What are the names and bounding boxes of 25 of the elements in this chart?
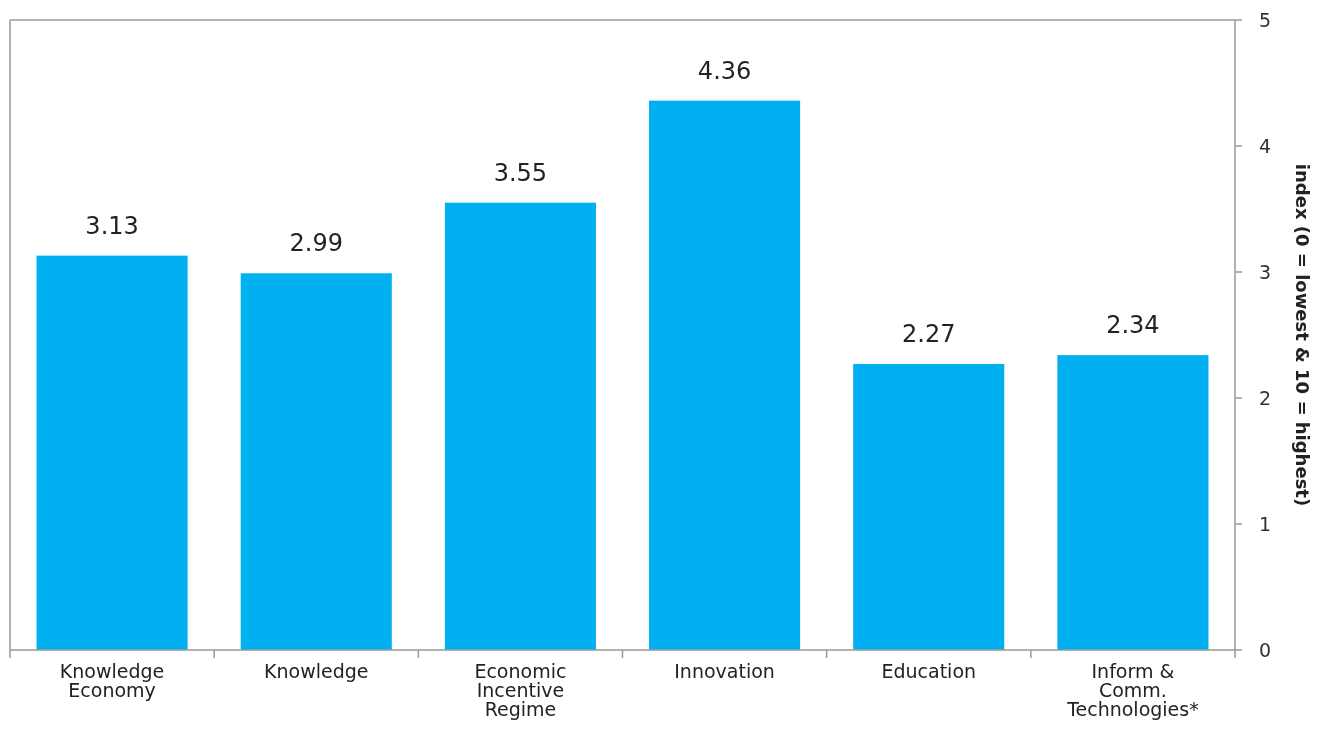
y-tick-label: 1 xyxy=(1259,512,1272,535)
bar xyxy=(240,273,392,650)
y-tick-label: 4 xyxy=(1259,134,1272,157)
y-axis-title: index (0 = lowest & 10 = highest) xyxy=(1292,163,1313,507)
bar xyxy=(36,255,188,650)
data-label: 3.55 xyxy=(493,158,548,187)
bar xyxy=(1057,355,1209,650)
data-label: 2.99 xyxy=(289,229,343,258)
x-tick-label: Knowledge Economy xyxy=(59,660,165,701)
data-label: 4.36 xyxy=(697,56,752,85)
bar xyxy=(649,100,801,650)
bar xyxy=(853,363,1005,650)
x-tick-label: Education xyxy=(881,660,977,682)
data-label: 2.27 xyxy=(902,319,956,348)
y-tick-label: 2 xyxy=(1259,386,1272,409)
y-tick-label: 5 xyxy=(1259,8,1272,31)
data-label: 2.34 xyxy=(1106,311,1160,340)
data-label: 3.13 xyxy=(85,211,139,240)
x-tick-label: Knowledge xyxy=(264,660,369,682)
x-tick-label: Innovation xyxy=(674,660,775,682)
bar xyxy=(444,202,596,650)
x-tick-label: Inform & Comm. Technologies* xyxy=(1066,660,1199,720)
y-tick-label: 0 xyxy=(1259,638,1272,661)
x-tick-label: Economic Incentive Regime xyxy=(474,660,567,720)
y-tick-label: 3 xyxy=(1259,260,1272,283)
